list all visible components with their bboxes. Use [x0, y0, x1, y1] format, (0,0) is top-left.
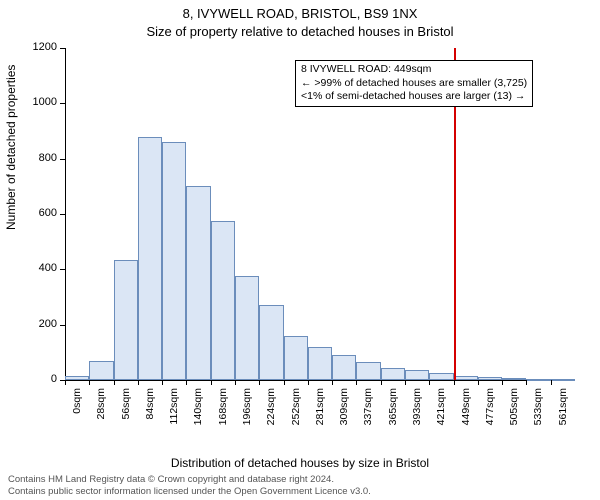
xtick-label: 561sqm: [557, 388, 569, 438]
ytick-mark: [60, 103, 65, 104]
xtick-label: 168sqm: [217, 388, 229, 438]
y-axis-line: [65, 48, 66, 380]
xtick-label: 393sqm: [411, 388, 423, 438]
ytick-label: 0: [23, 373, 57, 385]
histogram-bar: [284, 336, 308, 380]
xtick-mark: [454, 380, 455, 385]
xtick-mark: [211, 380, 212, 385]
histogram-bar: [429, 373, 453, 380]
xtick-label: 477sqm: [484, 388, 496, 438]
ytick-label: 600: [23, 207, 57, 219]
annot-line-1: 8 IVYWELL ROAD: 449sqm: [301, 63, 527, 77]
ytick-label: 1000: [23, 96, 57, 108]
xtick-label: 281sqm: [314, 388, 326, 438]
ytick-mark: [60, 159, 65, 160]
xtick-label: 196sqm: [241, 388, 253, 438]
histogram-bar: [162, 142, 186, 380]
histogram-bar: [381, 368, 405, 380]
histogram-bar: [235, 276, 259, 380]
histogram-bar: [65, 376, 89, 380]
x-axis-line: [65, 380, 575, 381]
histogram-bar: [89, 361, 113, 380]
histogram-bar: [454, 376, 478, 380]
chart-title-sub: Size of property relative to detached ho…: [0, 24, 600, 39]
xtick-mark: [405, 380, 406, 385]
footer-line-1: Contains HM Land Registry data © Crown c…: [8, 474, 371, 486]
xtick-mark: [235, 380, 236, 385]
xtick-label: 112sqm: [168, 388, 180, 438]
histogram-bar: [259, 305, 283, 380]
xtick-mark: [138, 380, 139, 385]
xtick-mark: [162, 380, 163, 385]
footer-attribution: Contains HM Land Registry data © Crown c…: [8, 474, 371, 498]
xtick-label: 421sqm: [435, 388, 447, 438]
xtick-mark: [526, 380, 527, 385]
xtick-mark: [259, 380, 260, 385]
xtick-label: 309sqm: [338, 388, 350, 438]
ytick-mark: [60, 48, 65, 49]
xtick-mark: [429, 380, 430, 385]
histogram-bar: [526, 379, 550, 381]
ytick-label: 400: [23, 262, 57, 274]
histogram-bar: [405, 370, 429, 380]
ytick-label: 1200: [23, 41, 57, 53]
annot-line-2: ← >99% of detached houses are smaller (3…: [301, 77, 527, 91]
xtick-mark: [284, 380, 285, 385]
ytick-mark: [60, 214, 65, 215]
xtick-mark: [356, 380, 357, 385]
annot-line-3: <1% of semi-detached houses are larger (…: [301, 90, 527, 104]
xtick-mark: [332, 380, 333, 385]
xtick-label: 56sqm: [120, 388, 132, 438]
ytick-mark: [60, 269, 65, 270]
xtick-mark: [65, 380, 66, 385]
xtick-label: 0sqm: [71, 388, 83, 438]
xtick-label: 224sqm: [265, 388, 277, 438]
histogram-bar: [186, 186, 210, 380]
xtick-label: 252sqm: [290, 388, 302, 438]
xtick-label: 28sqm: [95, 388, 107, 438]
ytick-label: 800: [23, 152, 57, 164]
histogram-bar: [211, 221, 235, 380]
xtick-mark: [478, 380, 479, 385]
xtick-label: 84sqm: [144, 388, 156, 438]
xtick-mark: [502, 380, 503, 385]
xtick-label: 449sqm: [460, 388, 472, 438]
xtick-label: 365sqm: [387, 388, 399, 438]
histogram-bar: [502, 378, 526, 380]
xtick-label: 337sqm: [362, 388, 374, 438]
ytick-label: 200: [23, 318, 57, 330]
histogram-bar: [551, 379, 575, 381]
histogram-bar: [308, 347, 332, 380]
histogram-bar: [114, 260, 138, 380]
xtick-label: 140sqm: [192, 388, 204, 438]
histogram-bar: [138, 137, 162, 380]
x-axis-label: Distribution of detached houses by size …: [0, 456, 600, 470]
y-axis-label: Number of detached properties: [4, 65, 18, 230]
chart-container: 8, IVYWELL ROAD, BRISTOL, BS9 1NX Size o…: [0, 0, 600, 500]
histogram-bar: [332, 355, 356, 380]
annotation-box: 8 IVYWELL ROAD: 449sqm ← >99% of detache…: [295, 60, 533, 107]
xtick-mark: [551, 380, 552, 385]
xtick-mark: [186, 380, 187, 385]
xtick-mark: [89, 380, 90, 385]
ytick-mark: [60, 325, 65, 326]
xtick-label: 505sqm: [508, 388, 520, 438]
histogram-bar: [478, 377, 502, 380]
footer-line-2: Contains public sector information licen…: [8, 486, 371, 498]
xtick-label: 533sqm: [532, 388, 544, 438]
xtick-mark: [114, 380, 115, 385]
chart-title-address: 8, IVYWELL ROAD, BRISTOL, BS9 1NX: [0, 6, 600, 21]
xtick-mark: [381, 380, 382, 385]
histogram-bar: [356, 362, 380, 380]
xtick-mark: [308, 380, 309, 385]
